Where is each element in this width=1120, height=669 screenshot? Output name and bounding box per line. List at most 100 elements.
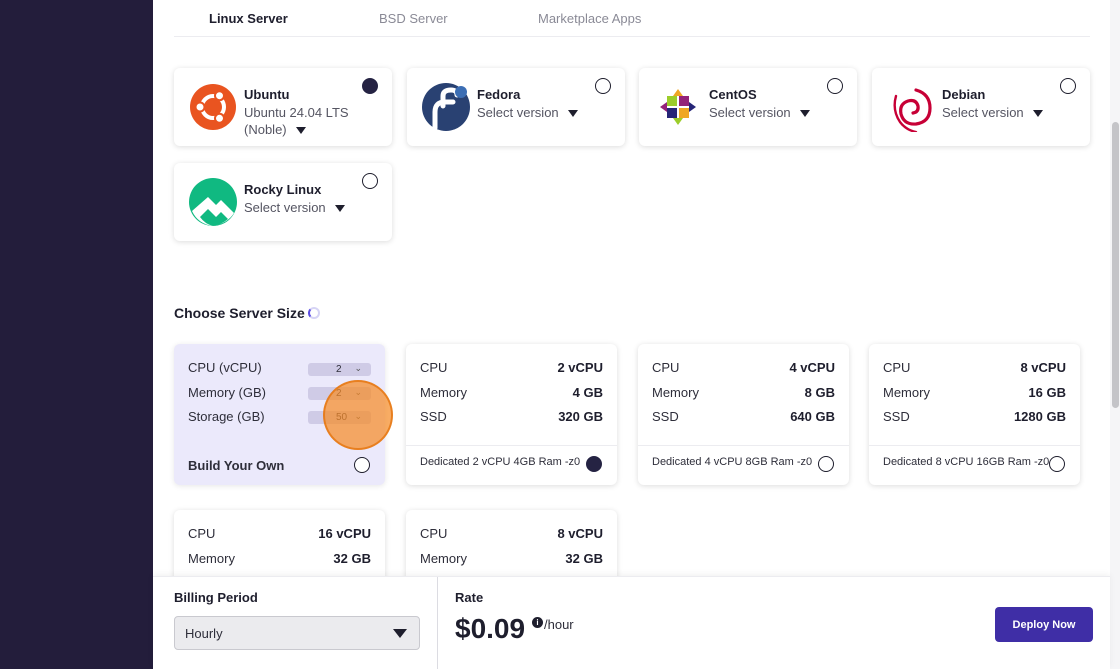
spec-value: 8 GB <box>804 385 835 400</box>
billing-period-select[interactable]: Hourly <box>174 616 420 650</box>
cpu-row: CPU 16 vCPU <box>188 526 371 544</box>
field-label: CPU (vCPU) <box>188 360 262 375</box>
spec-value: 8 vCPU <box>557 526 603 541</box>
cpu-row: CPU 8 vCPU <box>883 360 1066 378</box>
os-name: Fedora <box>477 87 521 102</box>
cpu-select[interactable]: 2 ⌄ <box>308 363 371 376</box>
os-version-select[interactable]: Select version <box>244 199 374 216</box>
left-sidebar <box>0 0 153 669</box>
os-radio-debian[interactable] <box>1060 78 1076 94</box>
size-radio-build-your-own[interactable] <box>354 457 370 473</box>
spec-value: 2 vCPU <box>557 360 603 375</box>
cursor-highlight <box>323 380 393 450</box>
os-name: Debian <box>942 87 986 102</box>
os-name: Rocky Linux <box>244 182 322 197</box>
memory-row: Memory 16 GB <box>883 385 1066 403</box>
os-radio-fedora[interactable] <box>595 78 611 94</box>
os-radio-ubuntu[interactable] <box>362 78 378 94</box>
divider <box>869 445 1080 446</box>
os-version-select[interactable]: Select version <box>477 104 607 121</box>
debian-logo-icon <box>893 88 932 132</box>
build-your-own-label: Build Your Own <box>188 458 285 473</box>
memory-row: Memory 4 GB <box>420 385 603 403</box>
os-version-label: Select version <box>709 105 791 120</box>
size-radio-4-vcpu[interactable] <box>818 456 834 472</box>
os-card-rocky-linux[interactable]: Rocky Linux Select version <box>174 163 392 241</box>
spec-label: Memory <box>652 385 699 400</box>
cpu-row: CPU 8 vCPU <box>420 526 603 544</box>
scrollbar-thumb[interactable] <box>1112 122 1119 408</box>
centos-logo-icon <box>660 89 696 125</box>
spec-value: 16 GB <box>1028 385 1066 400</box>
ssd-row: SSD 1280 GB <box>883 409 1066 427</box>
field-label: Memory (GB) <box>188 385 266 400</box>
caret-down-icon <box>1032 110 1043 118</box>
os-version-label: Ubuntu 24.04 LTS (Noble) <box>244 105 349 137</box>
fedora-logo-icon <box>422 83 470 131</box>
tab-linux-server[interactable]: Linux Server <box>209 11 288 26</box>
tab-marketplace-apps[interactable]: Marketplace Apps <box>538 11 642 26</box>
os-version-label: Select version <box>942 105 1024 120</box>
caret-down-icon <box>799 110 810 118</box>
spec-label: SSD <box>652 409 679 424</box>
cpu-row: CPU 2 vCPU <box>420 360 603 378</box>
ssd-row: SSD 320 GB <box>420 409 603 427</box>
section-title-text: Choose Server Size <box>174 305 305 321</box>
plan-name: Dedicated 4 vCPU 8GB Ram -z0 <box>652 456 813 468</box>
os-version-select[interactable]: Ubuntu 24.04 LTS (Noble) <box>244 104 374 138</box>
os-version-select[interactable]: Select version <box>942 104 1072 121</box>
rate-value: $0.09 <box>455 613 526 644</box>
ubuntu-logo-icon <box>190 84 236 130</box>
os-version-label: Select version <box>477 105 559 120</box>
spec-value: 1280 GB <box>1013 409 1066 424</box>
divider <box>437 577 438 669</box>
spec-label: SSD <box>883 409 910 424</box>
size-card-8-vcpu[interactable]: CPU 8 vCPU Memory 16 GB SSD 1280 GB Dedicat… <box>869 344 1080 485</box>
memory-row: Memory 32 GB <box>188 551 371 569</box>
os-version-select[interactable]: Select version <box>709 104 839 121</box>
triangle-down-icon <box>393 629 407 638</box>
caret-down-icon <box>567 110 578 118</box>
billing-period-value: Hourly <box>185 626 223 641</box>
os-tabs: Linux Server BSD Server Marketplace Apps <box>174 0 1090 37</box>
spec-value: 4 GB <box>572 385 603 400</box>
info-icon[interactable]: i <box>532 617 543 628</box>
cpu-row: CPU 4 vCPU <box>652 360 835 378</box>
field-label: Storage (GB) <box>188 409 265 424</box>
size-card-2-vcpu[interactable]: CPU 2 vCPU Memory 4 GB SSD 320 GB Dedicated… <box>406 344 617 485</box>
memory-row: Memory 8 GB <box>652 385 835 403</box>
memory-row: Memory 32 GB <box>420 551 603 569</box>
os-radio-centos[interactable] <box>827 78 843 94</box>
os-version-label: Select version <box>244 200 326 215</box>
os-card-ubuntu[interactable]: Ubuntu Ubuntu 24.04 LTS (Noble) <box>174 68 392 146</box>
os-card-debian[interactable]: Debian Select version <box>872 68 1090 146</box>
spec-label: CPU <box>420 360 448 375</box>
size-radio-2-vcpu[interactable] <box>586 456 602 472</box>
os-radio-rocky-linux[interactable] <box>362 173 378 189</box>
spec-value: 32 GB <box>333 551 371 566</box>
spec-label: CPU <box>420 526 448 541</box>
os-card-centos[interactable]: CentOS Select version <box>639 68 857 146</box>
spec-label: Memory <box>883 385 930 400</box>
select-value: 2 <box>336 364 342 375</box>
spec-label: CPU <box>188 526 216 541</box>
tab-bsd-server[interactable]: BSD Server <box>379 11 448 26</box>
spec-value: 320 GB <box>558 409 603 424</box>
chevron-down-icon: ⌄ <box>354 363 362 373</box>
main-content: Linux Server BSD Server Marketplace Apps… <box>153 0 1110 669</box>
rate-unit: /hour <box>544 617 574 632</box>
rocky-linux-logo-icon <box>189 178 237 226</box>
spec-value: 640 GB <box>790 409 835 424</box>
divider <box>638 445 849 446</box>
spec-value: 8 vCPU <box>1020 360 1066 375</box>
caret-down-icon <box>295 127 306 135</box>
rate-label: Rate <box>455 590 484 605</box>
deploy-now-button[interactable]: Deploy Now <box>995 607 1093 642</box>
spec-label: Memory <box>420 385 467 400</box>
byo-storage-row: Storage (GB) <box>188 409 371 427</box>
size-card-4-vcpu[interactable]: CPU 4 vCPU Memory 8 GB SSD 640 GB Dedicated… <box>638 344 849 485</box>
os-card-fedora[interactable]: Fedora Select version <box>407 68 625 146</box>
spec-value: 32 GB <box>565 551 603 566</box>
spec-value: 4 vCPU <box>789 360 835 375</box>
size-radio-8-vcpu[interactable] <box>1049 456 1065 472</box>
